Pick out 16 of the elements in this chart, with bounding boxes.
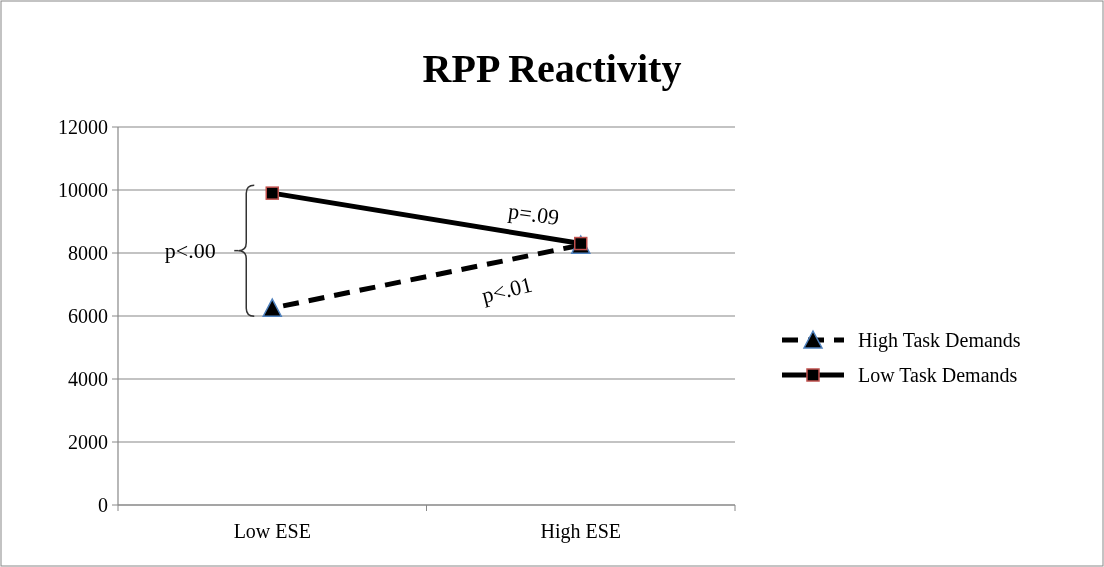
y-tick-label: 2000 bbox=[68, 431, 108, 453]
annotation: p<.00 bbox=[164, 237, 216, 263]
x-tick-label: Low ESE bbox=[233, 520, 311, 542]
x-tick-label: High ESE bbox=[540, 520, 622, 543]
y-tick-label: 8000 bbox=[68, 242, 108, 264]
y-tick-label: 12000 bbox=[58, 116, 108, 138]
y-tick-label: 0 bbox=[98, 494, 108, 516]
chart-title: RPP Reactivity bbox=[422, 46, 682, 91]
legend-label: Low Task Demands bbox=[858, 364, 1018, 386]
annotation: p=.09 bbox=[506, 198, 561, 231]
y-tick-label: 4000 bbox=[68, 368, 108, 390]
y-tick-label: 6000 bbox=[68, 305, 108, 327]
legend-label: High Task Demands bbox=[858, 329, 1021, 352]
point bbox=[265, 186, 279, 200]
y-tick-label: 10000 bbox=[58, 179, 108, 201]
annotation: p<.01 bbox=[479, 271, 535, 309]
